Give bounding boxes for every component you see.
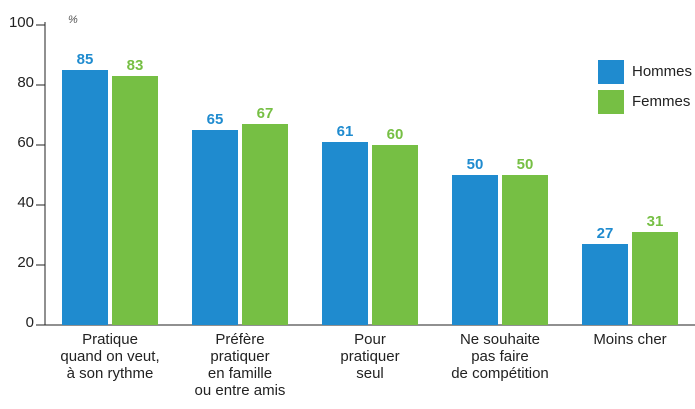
bar xyxy=(582,244,628,325)
bar xyxy=(242,124,288,325)
bar xyxy=(192,130,238,325)
bar xyxy=(62,70,108,325)
x-tick-label-line: pratiquer xyxy=(340,348,399,365)
y-tick-label: 80 xyxy=(17,74,34,91)
value-label: 31 xyxy=(647,213,664,230)
value-label: 85 xyxy=(77,51,94,68)
x-tick-label: Pour pratiquer seul xyxy=(340,331,399,382)
legend-swatch xyxy=(598,60,624,84)
x-tick-label-line: en famille xyxy=(208,365,272,382)
legend-swatch xyxy=(598,90,624,114)
x-tick-label-line: pas faire xyxy=(471,348,529,365)
x-tick-label: Pratique quand on veut, à son rythme xyxy=(60,331,159,382)
x-tick-label-line: de compétition xyxy=(451,365,549,382)
value-label: 67 xyxy=(257,105,274,122)
x-tick-label-line: Pour xyxy=(354,331,386,348)
value-label: 50 xyxy=(517,156,534,173)
value-label: 27 xyxy=(597,225,614,242)
value-label: 65 xyxy=(207,111,224,128)
bar xyxy=(322,142,368,325)
bar xyxy=(502,175,548,325)
y-tick-label: 60 xyxy=(17,134,34,151)
value-label: 61 xyxy=(337,123,354,140)
legend-label: Femmes xyxy=(632,93,690,110)
y-tick-label: 40 xyxy=(17,194,34,211)
x-tick-label-line: Moins cher xyxy=(593,331,666,348)
x-tick-label-line: ou entre amis xyxy=(195,382,286,399)
y-tick-label: 100 xyxy=(9,14,34,31)
legend-label: Hommes xyxy=(632,63,692,80)
bar xyxy=(632,232,678,325)
value-label: 83 xyxy=(127,57,144,74)
x-tick-label-line: Ne souhaite xyxy=(460,331,540,348)
x-tick-label-line: pratiquer xyxy=(210,348,269,365)
bar xyxy=(372,145,418,325)
x-tick-label-line: à son rythme xyxy=(67,365,154,382)
y-tick-label: 0 xyxy=(26,314,34,331)
value-label: 50 xyxy=(467,156,484,173)
x-tick-label-line: quand on veut, xyxy=(60,348,159,365)
x-tick-label: Préfère pratiquer en famille ou entre amis xyxy=(195,331,286,399)
bar xyxy=(112,76,158,325)
y-tick-label: 20 xyxy=(17,254,34,271)
x-tick-label-line: Pratique xyxy=(82,331,138,348)
bar xyxy=(452,175,498,325)
unit-label: % xyxy=(68,14,78,26)
x-tick-label-line: Préfère xyxy=(215,331,264,348)
x-tick-label-line: seul xyxy=(356,365,384,382)
value-label: 60 xyxy=(387,126,404,143)
x-tick-label: Ne souhaite pas faire de compétition xyxy=(451,331,549,382)
x-tick-label: Moins cher xyxy=(593,331,666,348)
